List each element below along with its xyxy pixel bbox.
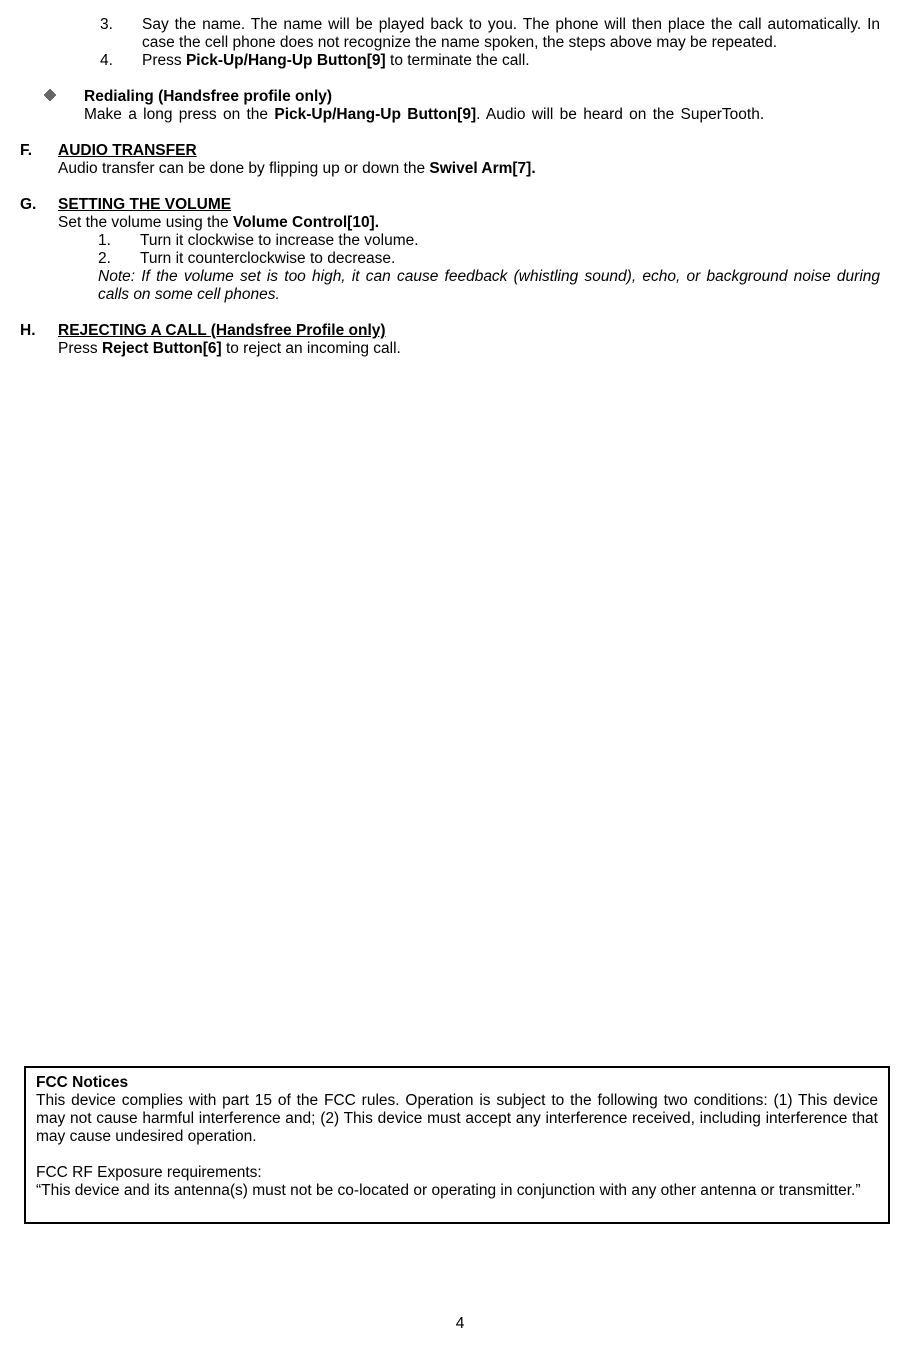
section-text: Press Reject Button[6] to reject an inco… [58,340,880,358]
redial-text: Make a long press on the Pick-Up/Hang-Up… [84,106,880,124]
section-letter: G. [20,196,58,214]
fcc-title: FCC Notices [36,1074,878,1092]
section-letter: F. [20,142,58,160]
section-text: Set the volume using the Volume Control[… [58,214,880,232]
page-number: 4 [0,1315,920,1333]
section-heading: SETTING THE VOLUME [58,196,880,214]
fcc-paragraph: This device complies with part 15 of the… [36,1092,878,1146]
list-text: Turn it clockwise to increase the volume… [140,232,880,250]
list-text: Turn it counterclockwise to decrease. [140,250,880,268]
section-letter: H. [20,322,58,340]
list-number: 4. [100,52,142,70]
section-text: Audio transfer can be done by flipping u… [58,160,880,178]
fcc-subheading: FCC RF Exposure requirements: [36,1164,878,1182]
section-heading: AUDIO TRANSFER [58,142,880,160]
note-text: Note: If the volume set is too high, it … [98,268,880,304]
redial-heading: Redialing (Handsfree profile only) [84,88,880,106]
list-number: 2. [98,250,140,268]
list-number: 1. [98,232,140,250]
list-text: Press Pick-Up/Hang-Up Button[9] to termi… [142,52,880,70]
section-heading: REJECTING A CALL (Handsfree Profile only… [58,322,880,340]
fcc-paragraph: “This device and its antenna(s) must not… [36,1182,878,1200]
list-text: Say the name. The name will be played ba… [142,16,880,52]
fcc-notice-box: FCC Notices This device complies with pa… [24,1066,890,1224]
bullet-icon [44,88,84,106]
list-number: 3. [100,16,142,34]
